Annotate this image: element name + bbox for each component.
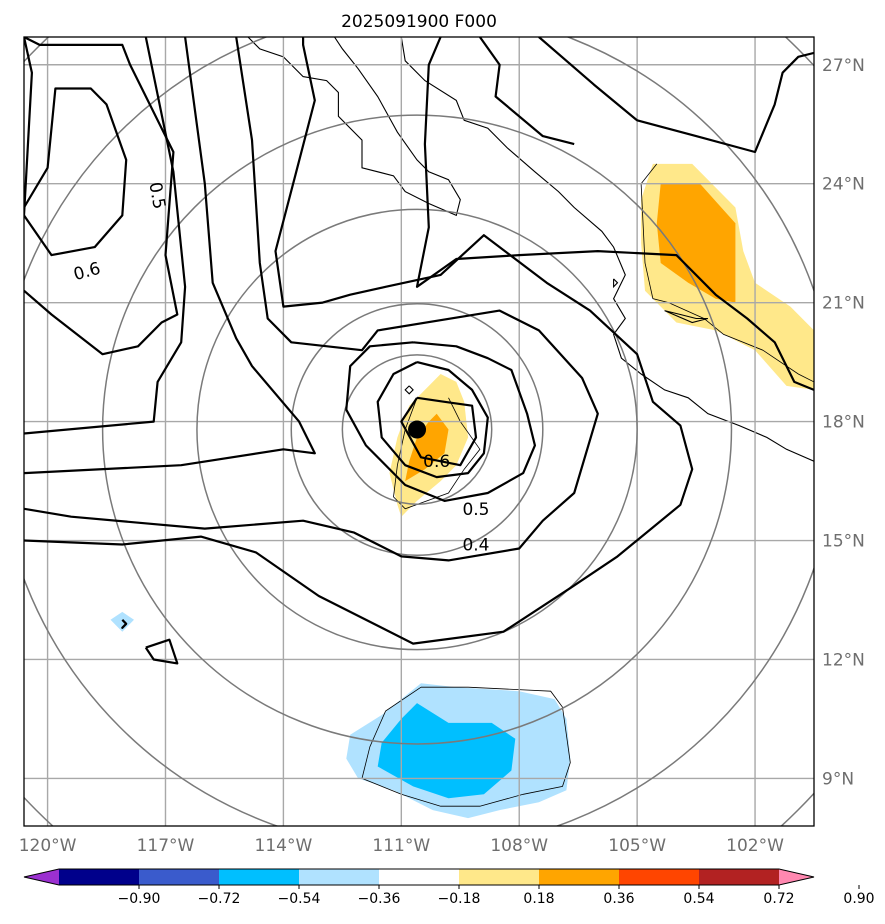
contour-line-4 (24, 37, 316, 475)
coastline-segment-0 (247, 37, 461, 217)
contour-line-8 (479, 37, 575, 146)
plot-frame (23, 36, 815, 827)
colorbar-segment (699, 869, 780, 885)
lat-tick-label: 12°N (822, 650, 865, 670)
contour-line-13 (144, 638, 179, 665)
contour-line-11 (376, 361, 489, 479)
colorbar-segment (379, 869, 460, 885)
coastline-layer (247, 37, 814, 462)
colorbar-segment (459, 869, 540, 885)
colorbar-tick-labels: −0.90 −0.72 −0.54 −0.36 −0.18 0.18 0.36 0.54 0.7… (118, 885, 875, 907)
filled-region-6 (110, 611, 134, 632)
coastline-segment-2 (664, 310, 709, 324)
lat-tick-label: 27°N (822, 56, 865, 76)
contour-label: 0.5 (144, 181, 168, 211)
coastline-segment-1 (400, 37, 814, 462)
coastline-segment-4 (613, 278, 619, 289)
colorbar-segment (139, 869, 220, 885)
lat-tick-label: 18°N (822, 413, 865, 433)
colorbar-segment (59, 869, 140, 885)
storm-center-marker (408, 420, 427, 439)
range-ring (341, 354, 493, 505)
chart-title: 2025091900 F000 (341, 12, 497, 32)
colorbar-tick-label: −0.36 (358, 891, 401, 907)
lon-tick-label: 108°W (490, 836, 548, 856)
lon-tick-label: 111°W (372, 836, 430, 856)
thin-outline-0 (640, 163, 814, 383)
gridlines (24, 37, 814, 826)
contour-line-14 (121, 619, 128, 629)
colorbar-extend-high (779, 869, 814, 885)
contour-line-1 (24, 87, 128, 257)
colorbar-segment (539, 869, 620, 885)
lon-tick-label: 117°W (137, 836, 195, 856)
longitude-tick-labels: 120°W 117°W 114°W 111°W 108°W 105°W 102°W (19, 836, 784, 856)
colorbar-tick-label: −0.90 (118, 891, 161, 907)
colorbar-tick-label: 0.54 (683, 891, 714, 907)
lon-tick-label: 120°W (19, 836, 77, 856)
colorbar-segment (299, 869, 380, 885)
contour-line-5 (24, 37, 599, 562)
filled-region-1 (405, 413, 449, 482)
contour-line-10 (345, 341, 537, 502)
contour-lines (24, 37, 814, 665)
colorbar-tick-label: −0.54 (278, 891, 321, 907)
colorbar-tick-label: 0.72 (763, 891, 794, 907)
contour-line-3 (24, 37, 187, 435)
colorbar-outline (23, 868, 815, 886)
contour-label: 0.5 (462, 500, 489, 520)
lon-tick-label: 105°W (608, 836, 666, 856)
contour-line-12 (400, 396, 478, 467)
contour-line-6 (24, 37, 694, 645)
contour-line-2 (24, 37, 179, 356)
colorbar-extend-low (24, 869, 59, 885)
range-ring (290, 302, 544, 557)
lon-tick-label: 114°W (255, 836, 313, 856)
contour-label: 0.4 (462, 535, 489, 555)
latitude-tick-labels: 27°N 24°N 21°N 18°N 15°N 12°N 9°N (822, 56, 865, 790)
contour-label: 0.6 (423, 452, 450, 472)
colorbar (23, 868, 815, 886)
contour-line-0 (24, 37, 33, 216)
center-dot (408, 420, 427, 439)
colorbar-tick-label: 0.36 (603, 891, 634, 907)
lat-tick-label: 24°N (822, 175, 865, 195)
thin-outline-2 (361, 686, 571, 807)
filled-region-5 (377, 703, 516, 799)
lat-tick-label: 15°N (822, 532, 865, 552)
contour-labels: 0.60.50.60.50.4 (71, 181, 489, 556)
range-ring (101, 114, 733, 745)
contour-line-9 (538, 37, 814, 154)
colorbar-tick-label: 0.90 (843, 891, 874, 907)
colorbar-tick-label: −0.72 (198, 891, 241, 907)
lon-tick-label: 102°W (726, 836, 784, 856)
lat-tick-label: 21°N (822, 294, 865, 314)
colorbar-tick-label: 0.18 (523, 891, 554, 907)
colorbar-segment (219, 869, 300, 885)
coastline-segment-3 (404, 385, 414, 395)
filled-anomaly-layer (110, 163, 814, 819)
colorbar-segment (619, 869, 700, 885)
colorbar-tick-label: −0.18 (438, 891, 481, 907)
contour-line-7 (415, 37, 814, 391)
range-ring (196, 208, 638, 651)
lat-tick-label: 9°N (822, 769, 854, 789)
filled-region-3 (656, 183, 736, 303)
